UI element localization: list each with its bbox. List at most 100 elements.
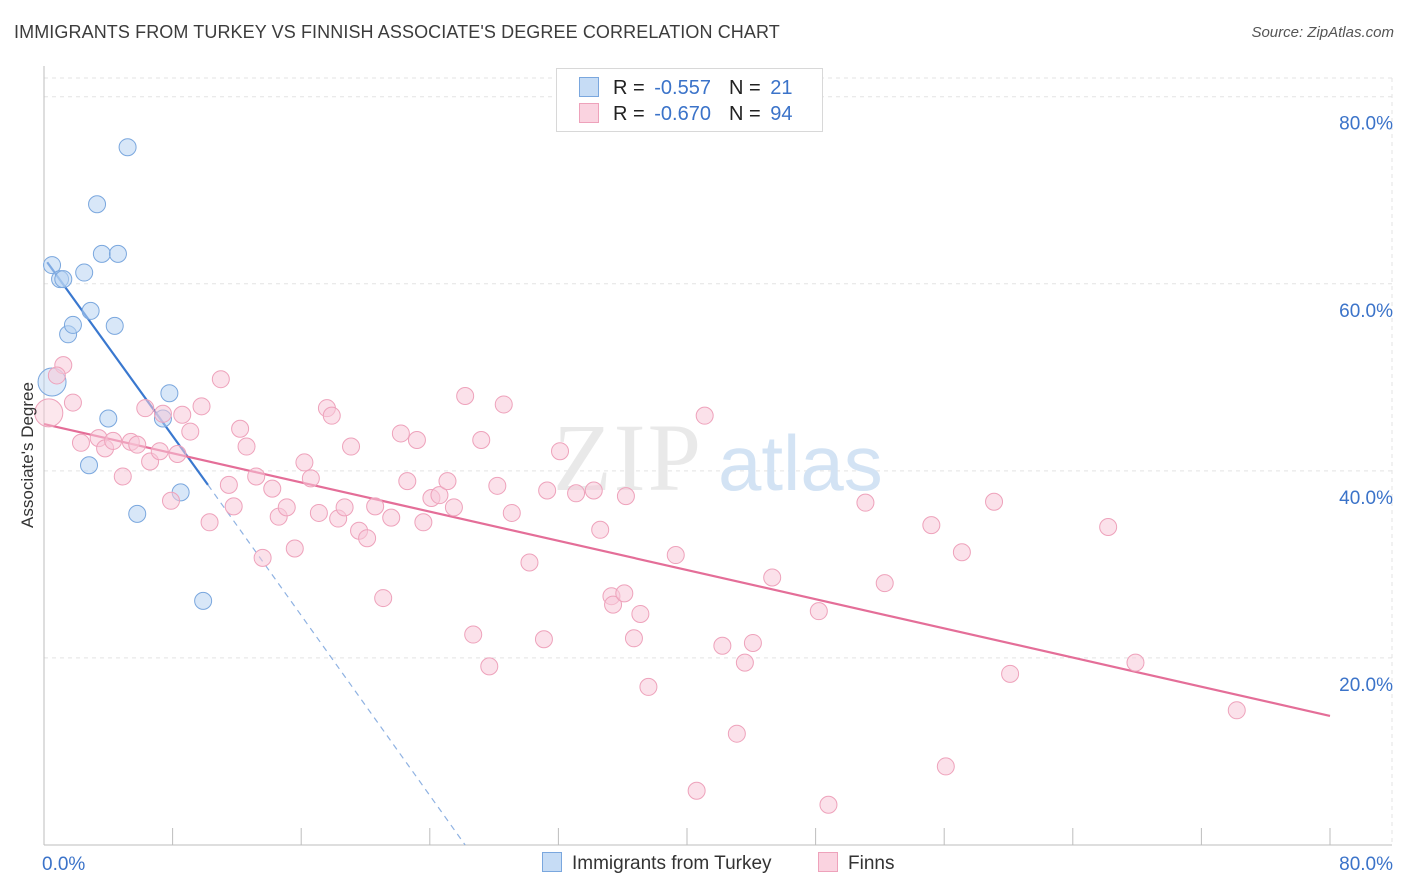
finns-point: [71, 433, 90, 452]
finns-point: [464, 625, 483, 644]
finns-point: [192, 397, 211, 416]
finns-point: [1001, 664, 1020, 683]
finns-point: [551, 442, 570, 461]
finns-point: [952, 543, 971, 562]
y-tick-label: 20.0%: [1339, 675, 1393, 696]
turkey-point: [128, 504, 147, 523]
turkey-point: [160, 384, 179, 403]
finns-point: [128, 435, 147, 454]
finns-point: [456, 387, 475, 406]
turkey-point: [80, 456, 99, 475]
finns-point: [335, 498, 354, 517]
finns-point: [153, 404, 172, 423]
legend-r-label: R =: [613, 103, 645, 125]
finns-point: [502, 503, 521, 522]
watermark: ZIP atlas: [553, 404, 883, 511]
legend-n-value: 94: [770, 103, 793, 125]
finns-point: [567, 484, 586, 503]
x-tick-label-max: 80.0%: [1339, 854, 1393, 875]
bottom-legend-finns: Finns: [818, 852, 894, 875]
data-points: [34, 138, 1246, 814]
finns-point: [322, 406, 341, 425]
legend-n-label: N =: [728, 77, 761, 99]
finns-point: [200, 513, 219, 532]
finns-point: [936, 757, 955, 776]
legend-r-value: -0.557: [654, 77, 711, 99]
source-note: Source: ZipAtlas.com: [1251, 24, 1394, 41]
y-tick-label: 40.0%: [1339, 488, 1393, 509]
axis-layer: [43, 66, 1392, 846]
bottom-legend-label-turkey: Immigrants from Turkey: [572, 853, 772, 874]
finns-point: [219, 475, 238, 494]
y-tick-label: 80.0%: [1339, 114, 1393, 135]
legend-r-value: -0.670: [654, 103, 711, 125]
finns-point: [231, 419, 250, 438]
turkey-point: [108, 244, 127, 263]
finns-point: [639, 677, 658, 696]
finns-point: [922, 516, 941, 535]
turkey-point: [99, 409, 118, 428]
finns-point: [856, 493, 875, 512]
finns-point: [295, 453, 314, 472]
turkey-point: [54, 270, 73, 289]
finns-point: [624, 629, 643, 648]
finns-point: [277, 498, 296, 517]
chart-title: IMMIGRANTS FROM TURKEY VS FINNISH ASSOCI…: [14, 22, 780, 42]
finns-point: [494, 395, 513, 414]
turkey-point: [81, 301, 100, 320]
legend-swatch-pink: [579, 103, 599, 123]
finns-point: [538, 481, 557, 500]
finns-point: [374, 589, 393, 608]
finns-point: [358, 529, 377, 548]
turkey-trend-extension: [207, 484, 466, 846]
finns-point: [366, 497, 385, 516]
finns-point: [488, 476, 507, 495]
finns-point: [695, 406, 714, 425]
finns-point: [809, 602, 828, 621]
finns-point: [407, 430, 426, 449]
turkey-point: [75, 263, 94, 282]
turkey-point: [194, 591, 213, 610]
finns-point: [398, 472, 417, 491]
finns-point: [224, 497, 243, 516]
finns-point: [520, 553, 539, 572]
finns-point: [591, 520, 610, 539]
finns-point: [113, 467, 132, 486]
correlation-legend: R = -0.557 N = 21 R = -0.670 N = 94: [556, 68, 823, 132]
finns-point: [237, 437, 256, 456]
x-tick-label-min: 0.0%: [42, 854, 85, 875]
finns-point: [687, 781, 706, 800]
bottom-legend-swatch-pink: [818, 852, 838, 872]
watermark-atlas: atlas: [718, 419, 883, 507]
legend-row-turkey: R = -0.557 N = 21: [579, 77, 792, 101]
finns-point: [604, 595, 623, 614]
finns-point: [763, 568, 782, 587]
finns-point: [1099, 517, 1118, 536]
finns-point: [819, 795, 838, 814]
finns-point: [727, 724, 746, 743]
finns-point: [47, 366, 66, 385]
finns-point: [713, 636, 732, 655]
turkey-point: [118, 138, 137, 157]
finns-point: [472, 430, 491, 449]
finns-point: [444, 498, 463, 517]
finns-point: [743, 633, 762, 652]
finns-point: [104, 431, 123, 450]
legend-swatch-blue: [579, 77, 599, 97]
finns-point: [263, 479, 282, 498]
legend-row-finns: R = -0.670 N = 94: [579, 103, 792, 127]
bottom-legend-label-finns: Finns: [848, 853, 895, 874]
bottom-legend-turkey: Immigrants from Turkey: [542, 852, 772, 875]
finns-point: [1126, 653, 1145, 672]
y-axis-label: Associate's Degree: [18, 382, 37, 528]
finns-point: [301, 469, 320, 488]
axis-labels: 20.0% 40.0% 60.0% 80.0% 0.0% 80.0%: [42, 114, 1393, 875]
finns-point: [181, 422, 200, 441]
finns-point: [63, 393, 82, 412]
finns-point: [584, 481, 603, 500]
turkey-point: [88, 195, 107, 214]
finns-point: [150, 442, 169, 461]
finns-point: [480, 657, 499, 676]
finns-point: [391, 424, 410, 443]
